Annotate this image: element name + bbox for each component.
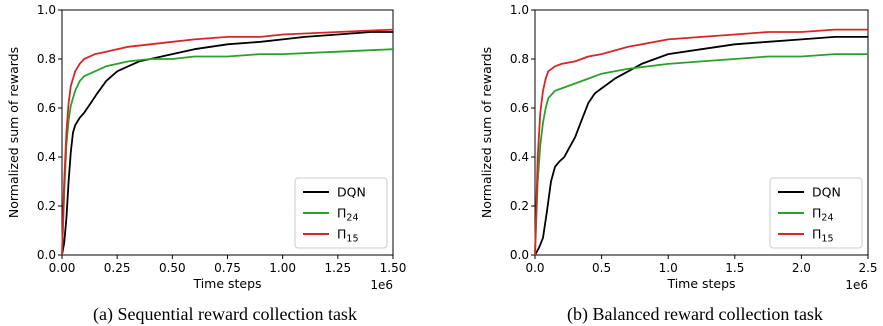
legend-label: Π24 [812,206,834,224]
series-line-dqn [61,31,393,256]
y-tick-label: 1.0 [510,3,529,17]
x-offset-label: 1e6 [845,278,868,292]
x-axis-label: Time steps [192,276,261,291]
legend-label-subscript: 15 [821,234,833,245]
x-offset-label: 1e6 [370,278,393,292]
x-tick-label: 0.0 [525,261,544,275]
y-tick-label: 1.0 [37,3,56,17]
x-axis-label: Time steps [666,276,735,291]
chart-sequential-task: 0.0 0.2 0.4 0.6 0.8 1.0 0.00 0.25 0.50 0.75 1.00 1.… [6,3,406,325]
legend-label-base: Π [337,227,346,242]
legend-label: Π24 [337,206,359,224]
legend-label-subscript: 24 [346,213,358,224]
legend-frame [294,177,388,249]
y-tick-label: 0.6 [510,101,529,115]
x-tick-label: 0.00 [49,261,76,275]
y-tick-label: 0.0 [37,248,56,262]
legend-label-base: Π [337,206,346,221]
y-axis-label: Normalized sum of rewards [479,47,494,218]
legend-frame [769,177,863,249]
x-tick-label: 1.50 [380,261,407,275]
legend-label-base: DQN [337,185,366,200]
legend-label-base: Π [812,227,821,242]
x-tick-label: 2.5 [858,261,877,275]
legend-label: Π15 [337,227,359,245]
x-tick-label: 1.0 [659,261,678,275]
x-tick-label: 0.25 [104,261,131,275]
chart-balanced-task: 0.0 0.2 0.4 0.6 0.8 1.0 0.0 0.5 1.0 1.5 2.0 2.5 1e6 T… [479,3,878,325]
legend-label-base: Π [812,206,821,221]
series-line-pi24 [534,53,868,256]
x-tick-label: 1.25 [324,261,351,275]
legend-label-subscript: 24 [821,213,833,224]
legend-label: DQN [812,185,841,200]
y-axis-label: Normalized sum of rewards [6,47,21,218]
x-tick-label: 0.50 [159,261,186,275]
y-tick-label: 0.2 [510,199,529,213]
series-line-pi24 [61,48,394,256]
series-line-dqn [534,36,868,256]
y-tick-label: 0.2 [37,199,56,213]
legend-label: Π15 [812,227,834,245]
legend-label-base: DQN [812,185,841,200]
y-tick-label: 0.0 [510,248,529,262]
x-tick-label: 1.5 [725,261,744,275]
x-tick-label: 0.75 [214,261,241,275]
y-tick-label: 0.8 [510,52,529,66]
series-line-pi15 [61,28,394,256]
legend-label: DQN [337,185,366,200]
y-tick-label: 0.8 [37,52,56,66]
figure-caption: (b) Balanced reward collection task [567,304,823,325]
x-tick-label: 0.5 [592,261,611,275]
series-line-pi15 [534,28,868,256]
figure-caption: (a) Sequential reward collection task [93,304,357,325]
y-tick-label: 0.6 [37,101,56,115]
y-tick-label: 0.4 [37,150,56,164]
plot-frame [534,9,869,256]
x-tick-label: 2.0 [792,261,811,275]
legend-label-subscript: 15 [346,234,358,245]
x-tick-label: 1.00 [269,261,296,275]
y-tick-label: 0.4 [510,150,529,164]
